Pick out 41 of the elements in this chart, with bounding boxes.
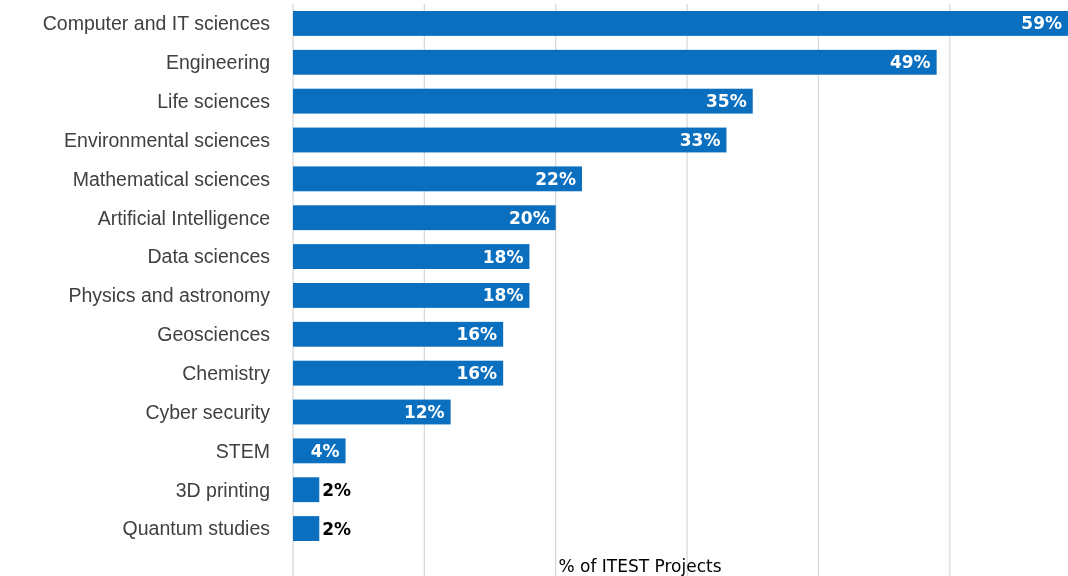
- data-label: 4%: [310, 440, 340, 461]
- y-tick-label: STEM: [215, 439, 270, 462]
- bar: [293, 360, 504, 386]
- data-label: 35%: [706, 91, 747, 112]
- bar: [293, 244, 530, 270]
- data-label: 18%: [482, 246, 524, 267]
- data-label: 12%: [403, 401, 445, 422]
- data-label: 16%: [456, 324, 498, 345]
- bar: [293, 477, 320, 503]
- bar: [293, 516, 320, 542]
- y-tick-label: Life sciences: [157, 89, 271, 112]
- y-tick-label: Data sciences: [147, 245, 271, 268]
- y-tick-label: Engineering: [165, 51, 270, 74]
- y-tick-label: Computer and IT sciences: [42, 12, 271, 35]
- data-label: 59%: [1021, 13, 1062, 34]
- data-label: 22%: [535, 168, 576, 189]
- bar: [293, 321, 504, 347]
- y-tick-label: Mathematical sciences: [72, 167, 271, 190]
- bar: [293, 205, 556, 231]
- y-tick-label: Environmental sciences: [64, 128, 271, 151]
- bar: [293, 88, 753, 114]
- data-label: 49%: [889, 52, 931, 73]
- y-tick-label: Physics and astronomy: [68, 284, 271, 307]
- bar: [293, 282, 530, 308]
- y-tick-label: Cyber security: [145, 400, 271, 423]
- data-label: 33%: [679, 129, 721, 150]
- data-label: 2%: [322, 479, 352, 500]
- y-tick-label: Quantum studies: [122, 517, 271, 540]
- y-tick-label: Artificial Intelligence: [97, 206, 270, 229]
- data-label: 18%: [482, 285, 524, 306]
- bar: [293, 166, 582, 192]
- bar: [293, 49, 937, 75]
- bar: [293, 127, 727, 153]
- y-tick-label: Geosciences: [157, 323, 271, 346]
- y-tick-label: 3D printing: [175, 478, 270, 501]
- data-label: 16%: [456, 363, 498, 384]
- x-axis-title: % of ITEST Projects: [558, 556, 722, 576]
- bar: [293, 10, 1068, 36]
- data-label: 20%: [509, 207, 550, 228]
- data-label: 2%: [322, 518, 352, 539]
- y-tick-label: Chemistry: [182, 361, 271, 384]
